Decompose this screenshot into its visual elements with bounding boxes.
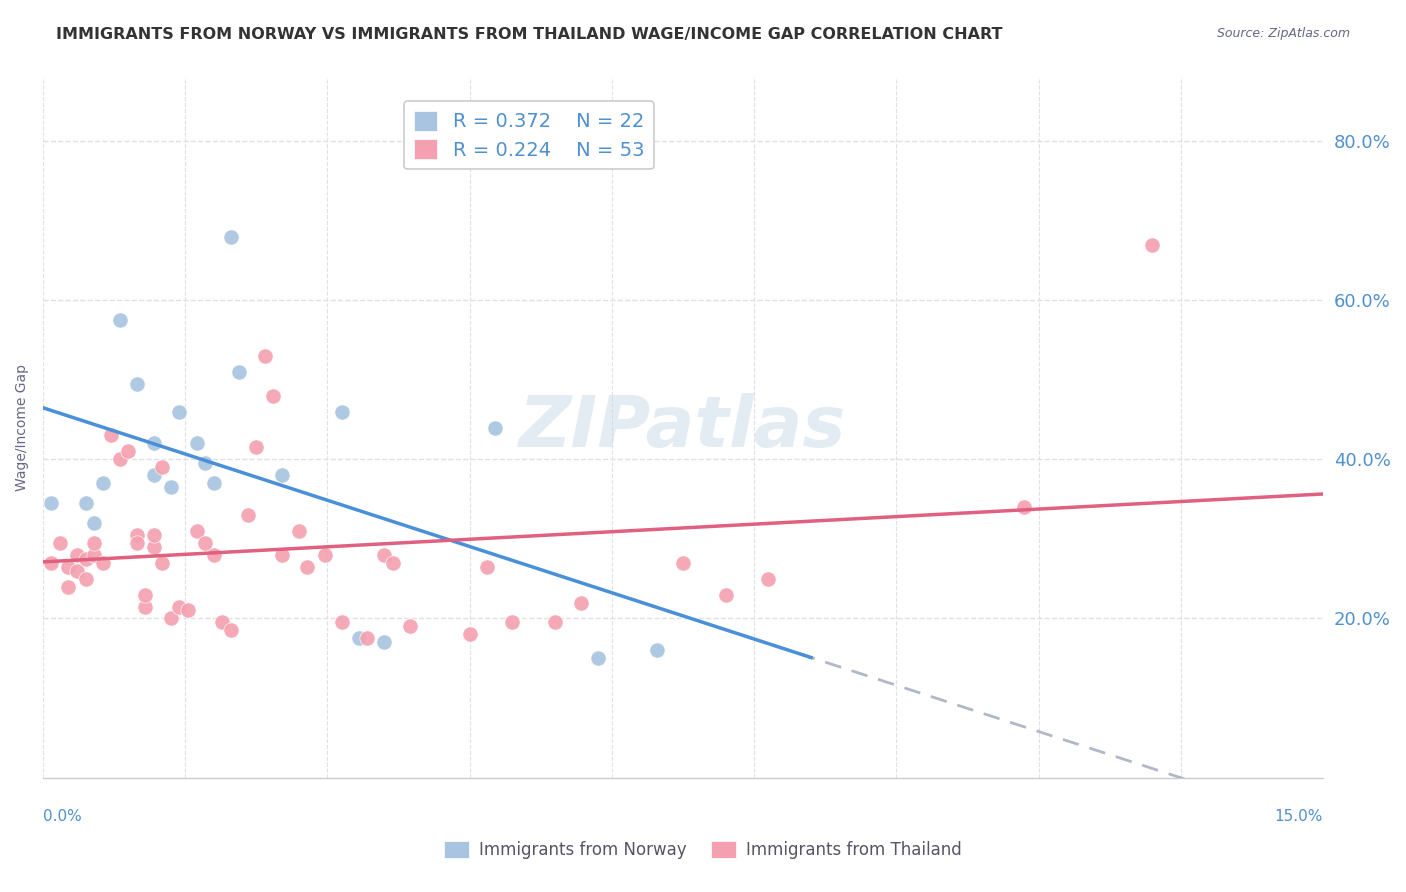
Point	[399, 619, 422, 633]
Point	[756, 572, 779, 586]
Point	[75, 496, 97, 510]
Point	[150, 556, 173, 570]
Point	[91, 556, 114, 570]
Legend: R = 0.372    N = 22, R = 0.224    N = 53: R = 0.372 N = 22, R = 0.224 N = 53	[405, 101, 654, 169]
Point	[330, 615, 353, 630]
Point	[330, 404, 353, 418]
Point	[647, 643, 669, 657]
Point	[134, 588, 156, 602]
Point	[672, 556, 695, 570]
Y-axis label: Wage/Income Gap: Wage/Income Gap	[15, 364, 30, 491]
Point	[83, 548, 105, 562]
Point	[83, 516, 105, 530]
Point	[91, 476, 114, 491]
Point	[484, 420, 506, 434]
Point	[569, 595, 592, 609]
Point	[100, 428, 122, 442]
Point	[58, 559, 80, 574]
Point	[150, 460, 173, 475]
Point	[108, 313, 131, 327]
Point	[58, 580, 80, 594]
Point	[245, 441, 267, 455]
Point	[142, 436, 165, 450]
Point	[297, 559, 319, 574]
Point	[194, 456, 217, 470]
Point	[347, 632, 370, 646]
Point	[356, 632, 378, 646]
Point	[586, 651, 609, 665]
Point	[373, 635, 395, 649]
Point	[373, 548, 395, 562]
Point	[142, 540, 165, 554]
Point	[186, 524, 208, 538]
Point	[49, 536, 72, 550]
Point	[66, 564, 89, 578]
Point	[501, 615, 523, 630]
Point	[75, 572, 97, 586]
Point	[108, 452, 131, 467]
Point	[236, 508, 259, 522]
Point	[544, 615, 567, 630]
Point	[186, 436, 208, 450]
Point	[219, 624, 242, 638]
Point	[211, 615, 233, 630]
Point	[169, 404, 191, 418]
Point	[202, 476, 225, 491]
Point	[1142, 237, 1164, 252]
Point	[125, 536, 148, 550]
Text: ZIPatlas: ZIPatlas	[519, 393, 846, 462]
Point	[142, 528, 165, 542]
Point	[262, 389, 284, 403]
Point	[41, 496, 63, 510]
Point	[714, 588, 737, 602]
Point	[169, 599, 191, 614]
Point	[66, 548, 89, 562]
Legend: Immigrants from Norway, Immigrants from Thailand: Immigrants from Norway, Immigrants from …	[437, 834, 969, 866]
Point	[125, 376, 148, 391]
Point	[270, 468, 292, 483]
Point	[228, 365, 250, 379]
Point	[253, 349, 276, 363]
Point	[75, 551, 97, 566]
Text: Source: ZipAtlas.com: Source: ZipAtlas.com	[1216, 27, 1350, 40]
Point	[41, 556, 63, 570]
Point	[270, 548, 292, 562]
Point	[160, 480, 183, 494]
Point	[219, 229, 242, 244]
Point	[458, 627, 481, 641]
Point	[475, 559, 498, 574]
Point	[160, 611, 183, 625]
Point	[381, 556, 404, 570]
Point	[117, 444, 139, 458]
Text: 0.0%: 0.0%	[44, 809, 82, 824]
Point	[134, 599, 156, 614]
Point	[314, 548, 336, 562]
Point	[142, 468, 165, 483]
Point	[177, 603, 200, 617]
Point	[202, 548, 225, 562]
Text: 15.0%: 15.0%	[1275, 809, 1323, 824]
Point	[83, 536, 105, 550]
Point	[194, 536, 217, 550]
Point	[125, 528, 148, 542]
Text: IMMIGRANTS FROM NORWAY VS IMMIGRANTS FROM THAILAND WAGE/INCOME GAP CORRELATION C: IMMIGRANTS FROM NORWAY VS IMMIGRANTS FRO…	[56, 27, 1002, 42]
Point	[1014, 500, 1036, 514]
Point	[288, 524, 311, 538]
